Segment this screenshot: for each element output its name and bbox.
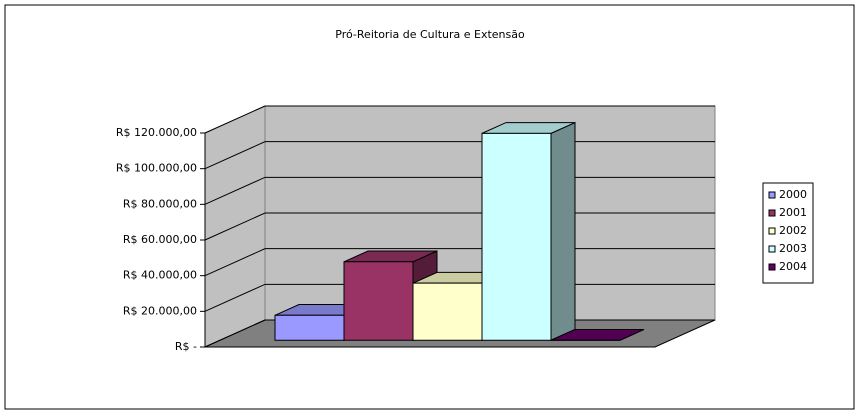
bar-side — [550, 121, 576, 342]
y-tick-label: R$ 40.000,00 — [123, 269, 197, 282]
y-tick-label: R$ 120.000,00 — [116, 126, 197, 139]
y-tick-label: R$ 80.000,00 — [123, 197, 197, 210]
legend-swatch — [768, 191, 776, 199]
legend-label: 2003 — [779, 242, 807, 255]
legend-label: 2004 — [779, 260, 807, 273]
legend-label: 2000 — [779, 188, 807, 201]
legend-swatch — [768, 263, 776, 271]
bar — [343, 261, 414, 341]
legend-swatch — [768, 245, 776, 253]
grid-line — [204, 105, 715, 134]
legend-label: 2002 — [779, 224, 807, 237]
chart-title: Pró-Reitoria de Cultura e Extensão — [335, 28, 525, 41]
legend-label: 2001 — [779, 206, 807, 219]
bar — [412, 282, 483, 341]
bar — [481, 132, 552, 341]
legend-swatch — [768, 227, 776, 235]
y-tick-label: R$ - — [175, 340, 197, 353]
y-tick-label: R$ 20.000,00 — [123, 304, 197, 317]
y-tick-label: R$ 60.000,00 — [123, 233, 197, 246]
y-tick-label: R$ 100.000,00 — [116, 162, 197, 175]
bar — [274, 314, 345, 341]
legend-swatch — [768, 209, 776, 217]
